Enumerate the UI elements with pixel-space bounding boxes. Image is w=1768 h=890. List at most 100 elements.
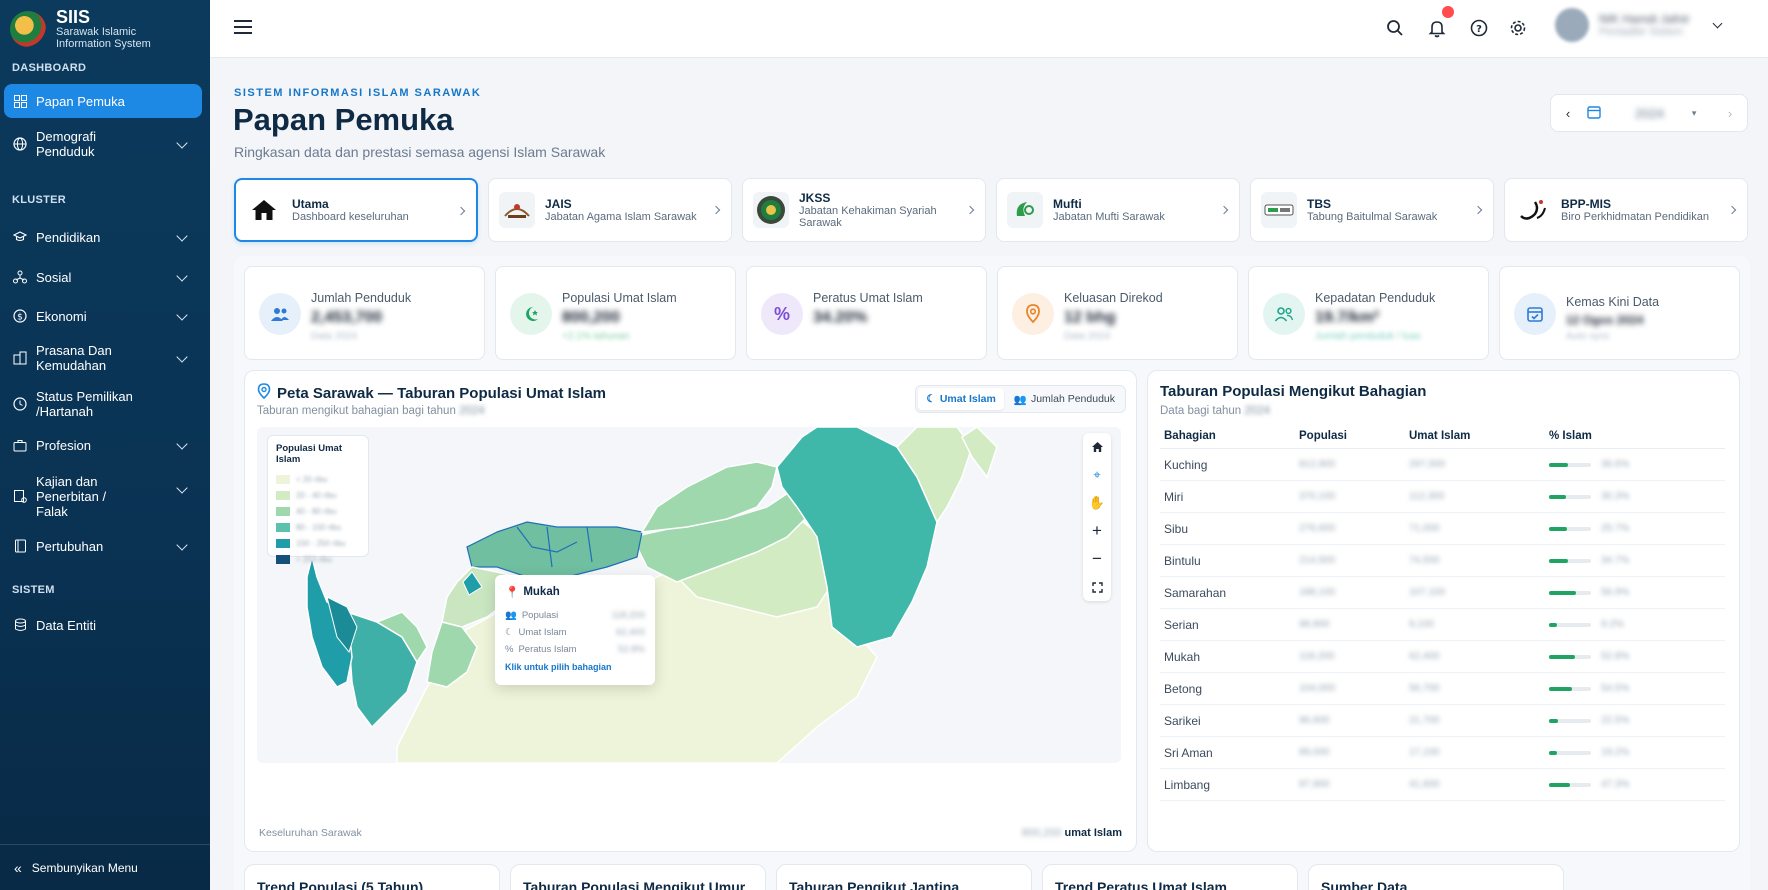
column-header[interactable]: % Islam — [1549, 429, 1592, 442]
sidebar-item-label: Pertubuhan — [36, 538, 104, 554]
sidebar-item-pendidikan[interactable]: Pendidikan — [0, 226, 210, 248]
agency-tab-utama[interactable]: Utama Dashboard keseluruhan — [234, 178, 478, 242]
fullscreen-icon[interactable] — [1083, 573, 1111, 601]
sidebar-item-pertubuhan[interactable]: Pertubuhan — [0, 535, 210, 557]
sidebar-item-sosial[interactable]: Sosial — [0, 266, 210, 288]
year-picker[interactable]: ‹ 2024 ▾ › — [1550, 94, 1748, 132]
agency-tab-bpp-mis[interactable]: BPP-MIS Biro Perkhidmatan Pendidikan — [1504, 178, 1748, 242]
table-row[interactable]: Betong 104,000 56,700 54.5% — [1160, 673, 1725, 705]
sarawak-map[interactable]: Populasi Umat Islam < 20 ribu 20 - 40 ri… — [257, 427, 1121, 763]
cell-peratus-value: 9.2% — [1601, 619, 1624, 630]
table-row[interactable]: Miri 370,100 112,300 30.3% — [1160, 481, 1725, 513]
percent-bar-fill — [1549, 494, 1566, 499]
agency-desc: Jabatan Agama Islam Sarawak — [545, 211, 697, 223]
zoom-in-icon[interactable]: + — [1092, 521, 1102, 540]
brand-title: SIIS — [56, 7, 91, 27]
sidebar-item-prasana[interactable]: Prasana Dan Kemudahan — [0, 340, 210, 376]
pan-hand-icon[interactable]: ✋ — [1088, 495, 1106, 510]
table-row[interactable]: Sri Aman 89,000 17,100 19.2% — [1160, 737, 1725, 769]
agency-name: JKSS — [799, 191, 831, 205]
stat-sub: Data 2024 — [1064, 331, 1111, 342]
table-row[interactable]: Sarikei 96,600 21,700 22.5% — [1160, 705, 1725, 737]
percent-bar-fill — [1549, 782, 1570, 787]
table-row[interactable]: Kuching 812,900 297,500 36.6% — [1160, 449, 1725, 481]
tooltip-row: % Peratus Islam 52.8% — [505, 641, 645, 658]
user-menu[interactable]: NIK Hamdi Jafnir Pentadbir Sistem — [1555, 8, 1723, 42]
tooltip-label: Populasi — [521, 610, 559, 621]
toggle-umat-islam[interactable]: ☾ Umat Islam — [918, 388, 1004, 410]
stat-value: 12 bhg — [1064, 309, 1116, 326]
dollar-icon: $ — [12, 308, 28, 324]
sarawak-map-svg[interactable] — [257, 427, 1121, 763]
chevron-right-icon — [711, 205, 721, 215]
percent-bar-fill — [1549, 590, 1577, 595]
cell-peratus: 52.8% — [1549, 651, 1721, 662]
zoom-out-icon[interactable]: − — [1092, 549, 1102, 568]
sidebar-item-papan-pemuka[interactable]: Papan Pemuka — [4, 84, 202, 118]
cell-populasi: 87,900 — [1299, 779, 1330, 790]
table-row[interactable]: Serian 98,900 9,100 9.2% — [1160, 609, 1725, 641]
home-icon[interactable] — [1083, 433, 1111, 461]
hamburger-menu-icon[interactable] — [234, 20, 252, 34]
table-row[interactable]: Samarahan 188,100 107,100 56.9% — [1160, 577, 1725, 609]
table-row[interactable]: Limbang 87,900 41,600 47.3% — [1160, 769, 1725, 801]
agency-tab-mufti[interactable]: Mufti Jabatan Mufti Sarawak — [996, 178, 1240, 242]
stat-label: Peratus Umat Islam — [813, 291, 923, 305]
search-icon[interactable] — [1384, 17, 1406, 39]
legend-item: 80 - 150 ribu — [276, 519, 360, 535]
cell-umat-islam: 17,100 — [1409, 747, 1440, 758]
book-icon — [12, 538, 28, 554]
legend-label: 40 - 80 ribu — [296, 506, 337, 516]
map-footer-total: 800,200 umat Islam — [1022, 827, 1122, 839]
document-icon — [12, 488, 28, 504]
gear-icon[interactable] — [1507, 17, 1529, 39]
map-legend: Populasi Umat Islam < 20 ribu 20 - 40 ri… — [267, 435, 369, 564]
svg-text:$: $ — [17, 313, 23, 323]
sidebar: SIIS Sarawak Islamic Information System … — [0, 0, 210, 890]
agency-tab-jkss[interactable]: JKSS Jabatan Kehakiman Syariah Sarawak — [742, 178, 986, 242]
avatar — [1555, 8, 1589, 42]
sidebar-item-profesion[interactable]: Profesion — [0, 434, 210, 456]
stat-label: Kepadatan Penduduk — [1315, 291, 1436, 305]
agency-tab-tbs[interactable]: TBS Tabung Baitulmal Sarawak — [1250, 178, 1494, 242]
sidebar-item-kajian[interactable]: Kajian dan Penerbitan / Falak — [0, 470, 210, 522]
agency-tab-jais[interactable]: JAIS Jabatan Agama Islam Sarawak — [488, 178, 732, 242]
map-footer-unit: umat Islam — [1064, 827, 1122, 839]
hide-menu-button[interactable]: « Sembunyikan Menu — [0, 844, 210, 890]
select-cursor-icon[interactable]: ⌖ — [1093, 467, 1101, 482]
cell-peratus-value: 52.8% — [1601, 651, 1630, 662]
chevron-right-icon[interactable]: › — [1727, 105, 1733, 121]
cell-populasi: 214,500 — [1299, 555, 1336, 566]
stat-label: Jumlah Penduduk — [311, 291, 412, 305]
sidebar-item-label: Sosial — [36, 269, 72, 285]
sidebar-item-demografi[interactable]: Demografi Penduduk — [0, 124, 210, 164]
chevron-left-icon[interactable]: ‹ — [1565, 105, 1571, 121]
column-header[interactable]: Umat Islam — [1409, 429, 1471, 442]
agency-desc: Jabatan Mufti Sarawak — [1053, 211, 1165, 223]
sidebar-item-ekonomi[interactable]: $ Ekonomi — [0, 305, 210, 327]
sidebar-item-data-entiti[interactable]: Data Entiti — [0, 614, 210, 636]
table-row[interactable]: Bintulu 214,500 74,500 34.7% — [1160, 545, 1725, 577]
help-icon[interactable]: ? — [1468, 17, 1490, 39]
cell-bahagian: Mukah — [1164, 649, 1201, 664]
column-header[interactable]: Bahagian — [1164, 429, 1216, 442]
cell-bahagian: Samarahan — [1164, 585, 1227, 600]
tooltip-link[interactable]: Klik untuk pilih bahagian — [505, 662, 612, 672]
toggle-jumlah-penduduk[interactable]: 👥 Jumlah Penduduk — [1006, 388, 1123, 410]
percent-bar-fill — [1549, 750, 1558, 755]
column-header[interactable]: Populasi — [1299, 429, 1347, 442]
toggle-label: Umat Islam — [939, 393, 996, 405]
table-row[interactable]: Mukah 118,200 62,400 52.8% — [1160, 641, 1725, 673]
cell-peratus-value: 34.7% — [1601, 555, 1630, 566]
toggle-label: Jumlah Penduduk — [1030, 393, 1115, 405]
table-row[interactable]: Sibu 276,600 71,000 25.7% — [1160, 513, 1725, 545]
chevron-down-icon — [176, 351, 188, 363]
sidebar-item-status-pemilikan[interactable]: Status Pemilikan /Hartanah — [0, 386, 210, 422]
bell-icon[interactable] — [1426, 17, 1448, 39]
tooltip-row: 👥 Populasi 118,200 — [505, 607, 645, 624]
sidebar-item-label: Profesion — [36, 437, 91, 453]
cell-populasi: 812,900 — [1299, 459, 1336, 470]
crescent-icon: ☾ — [926, 393, 936, 405]
legend-label: < 20 ribu — [296, 474, 328, 484]
brand[interactable]: SIIS Sarawak Islamic Information System — [0, 0, 210, 58]
